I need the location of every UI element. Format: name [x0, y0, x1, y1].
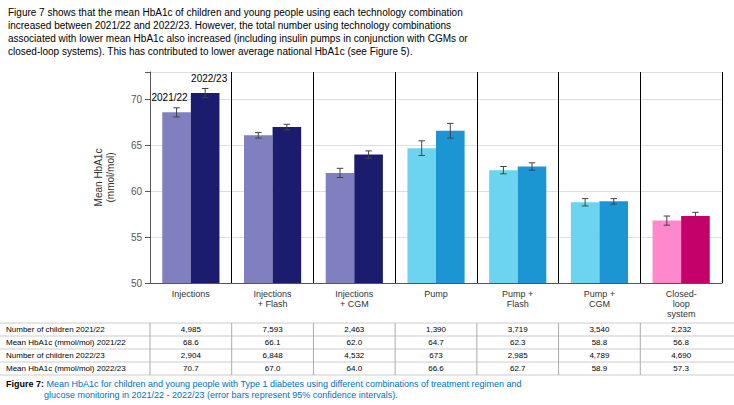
svg-text:3,540: 3,540 — [589, 325, 610, 334]
svg-text:2,904: 2,904 — [181, 351, 202, 360]
svg-text:3,719: 3,719 — [508, 325, 529, 334]
svg-text:65: 65 — [131, 140, 143, 151]
svg-text:64.7: 64.7 — [428, 338, 444, 347]
svg-text:58.9: 58.9 — [592, 364, 608, 373]
svg-text:Injections: Injections — [254, 289, 293, 299]
svg-text:Pump +: Pump + — [502, 289, 533, 299]
svg-text:(mmol/mol): (mmol/mol) — [105, 153, 116, 203]
svg-text:increased between 2021/22 and: increased between 2021/22 and 2022/23. H… — [8, 20, 451, 31]
svg-text:62.0: 62.0 — [346, 338, 362, 347]
svg-text:2,463: 2,463 — [344, 325, 365, 334]
svg-text:62.7: 62.7 — [510, 364, 526, 373]
svg-text:loop: loop — [673, 299, 690, 309]
svg-text:70.7: 70.7 — [183, 364, 199, 373]
svg-text:58.8: 58.8 — [592, 338, 608, 347]
svg-text:4,532: 4,532 — [344, 351, 365, 360]
svg-text:Pump +: Pump + — [584, 289, 615, 299]
svg-text:70: 70 — [131, 94, 143, 105]
svg-text:7,593: 7,593 — [263, 325, 284, 334]
svg-text:62.3: 62.3 — [510, 338, 526, 347]
svg-text:Number of children 2022/23: Number of children 2022/23 — [6, 351, 105, 360]
svg-text:Mean HbA1c: Mean HbA1c — [93, 149, 104, 207]
svg-text:Closed-: Closed- — [666, 289, 697, 299]
svg-text:+ CGM: + CGM — [340, 299, 369, 309]
svg-text:Figure 7:: Figure 7: — [6, 379, 44, 389]
svg-text:66.6: 66.6 — [428, 364, 444, 373]
svg-text:glucose monitoring in 2021/22: glucose monitoring in 2021/22 - 2022/23 … — [44, 390, 398, 400]
svg-text:2,985: 2,985 — [508, 351, 529, 360]
svg-text:67.0: 67.0 — [265, 364, 281, 373]
svg-text:closed-loop systems). This has: closed-loop systems). This has contribut… — [8, 46, 412, 57]
svg-text:4,985: 4,985 — [181, 325, 202, 334]
svg-text:Mean HbA1c for children and yo: Mean HbA1c for children and young people… — [44, 379, 521, 389]
svg-text:Number of children 2021/22: Number of children 2021/22 — [6, 325, 105, 334]
svg-text:66.1: 66.1 — [265, 338, 281, 347]
svg-text:68.6: 68.6 — [183, 338, 199, 347]
svg-text:Pump: Pump — [424, 289, 448, 299]
svg-text:4,789: 4,789 — [589, 351, 610, 360]
svg-text:associated with lower mean HbA: associated with lower mean HbA1c also in… — [8, 33, 468, 44]
svg-text:64.0: 64.0 — [346, 364, 362, 373]
svg-text:Injections: Injections — [335, 289, 374, 299]
svg-text:57.3: 57.3 — [673, 364, 689, 373]
svg-text:55: 55 — [131, 232, 143, 243]
svg-text:673: 673 — [429, 351, 443, 360]
svg-text:+ Flash: + Flash — [258, 299, 288, 309]
svg-text:2022/23: 2022/23 — [191, 73, 228, 84]
svg-text:Injections: Injections — [172, 289, 211, 299]
svg-text:6,848: 6,848 — [263, 351, 284, 360]
svg-text:Flash: Flash — [507, 299, 529, 309]
svg-text:1,390: 1,390 — [426, 325, 447, 334]
svg-text:Mean HbA1c (mmol/mol) 2021/22: Mean HbA1c (mmol/mol) 2021/22 — [6, 338, 126, 347]
svg-text:50: 50 — [131, 278, 143, 289]
svg-text:56.8: 56.8 — [673, 338, 689, 347]
svg-text:CGM: CGM — [589, 299, 610, 309]
svg-text:4,690: 4,690 — [671, 351, 692, 360]
svg-text:2,232: 2,232 — [671, 325, 692, 334]
svg-text:2021/22: 2021/22 — [151, 92, 188, 103]
svg-text:Mean HbA1c (mmol/mol) 2022/23: Mean HbA1c (mmol/mol) 2022/23 — [6, 364, 126, 373]
svg-text:system: system — [667, 309, 696, 319]
svg-text:60: 60 — [131, 186, 143, 197]
svg-text:Figure 7 shows that the mean H: Figure 7 shows that the mean HbA1c of ch… — [8, 7, 463, 18]
